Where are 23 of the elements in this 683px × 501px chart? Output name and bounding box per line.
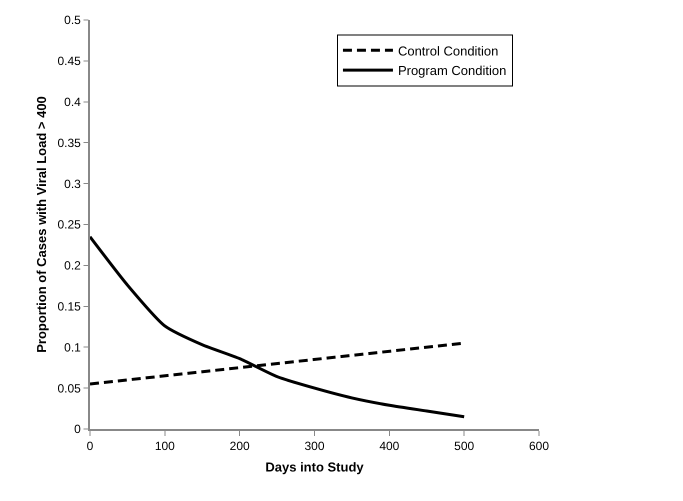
legend-label: Control Condition [398,43,498,58]
line-series [90,235,466,418]
y-tick-label: 0 [74,422,82,436]
y-tick-label: 0.4 [64,95,82,109]
y-tick-label: 0.15 [57,300,82,314]
x-tick-label: 200 [230,439,250,454]
x-tick-label: 500 [454,439,474,454]
y-axis-title: Proportion of Cases with Viral Load > 400 [34,96,49,353]
y-tick-label: 0.2 [64,258,82,273]
x-tick-label: 600 [528,439,550,454]
x-axis-title: Days into Study [265,459,364,474]
y-tick-label: 0.25 [57,218,82,232]
y-tick-label: 0.05 [57,381,82,396]
y-tick-label: 0.5 [64,13,82,28]
x-tick-label: 100 [154,439,176,454]
x-tick-label: 0 [86,439,94,454]
y-tick-label: 0.45 [57,54,82,68]
y-tick-label: 0.1 [64,340,82,354]
x-tick-label: 300 [304,439,325,454]
y-tick-label: 0.3 [64,176,82,191]
x-tick-label: 400 [379,439,400,454]
legend-label: Program Condition [398,63,506,78]
y-tick-label: 0.35 [57,136,82,150]
